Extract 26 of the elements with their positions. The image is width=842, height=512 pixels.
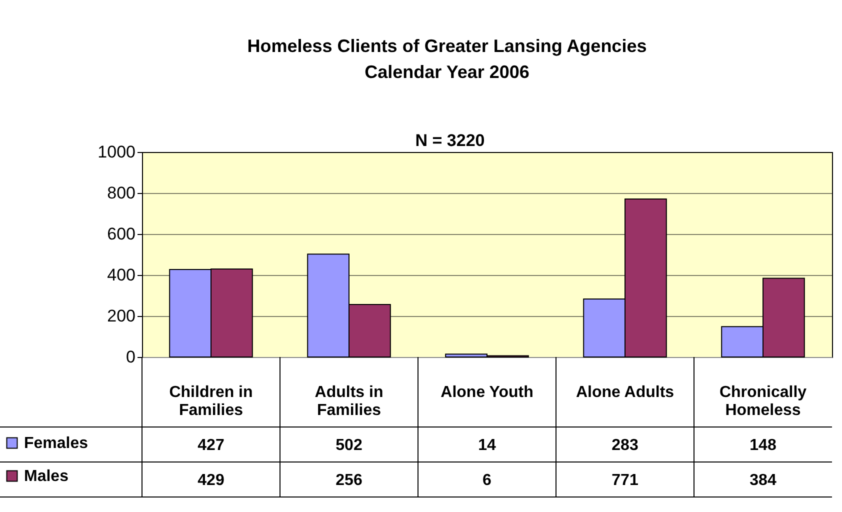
x-tick-label: Adults in Families <box>314 384 384 419</box>
data-label: 429 <box>198 472 224 489</box>
chart-title: Homeless Clients of Greater Lansing Agencies <box>247 36 647 56</box>
data-label: 14 <box>478 437 496 454</box>
y-tick-label: 200 <box>107 306 136 326</box>
x-tick-label: Chronically Homeless <box>719 384 807 419</box>
x-tick-label: Alone Adults <box>576 384 674 401</box>
x-tick-label: Alone Youth <box>440 384 534 401</box>
y-tick-label: 800 <box>107 184 136 202</box>
x-tick-label: Children in Families <box>169 384 253 419</box>
data-label: 148 <box>750 437 776 454</box>
legend-label: Females <box>24 435 88 452</box>
data-label: 283 <box>612 437 638 454</box>
y-tick-label: 1000 <box>98 142 136 162</box>
chart-subtitle: Calendar Year 2006 <box>364 62 530 82</box>
data-label: 427 <box>198 437 224 454</box>
y-tick-label: 0 <box>126 348 136 366</box>
data-label: 384 <box>750 472 776 489</box>
y-tick-label: 600 <box>107 224 136 244</box>
text: N = 3220 <box>415 131 485 150</box>
legend-label: Males <box>24 468 69 485</box>
data-label: 771 <box>612 472 638 489</box>
data-label: 502 <box>336 437 362 454</box>
data-label: 256 <box>336 472 362 489</box>
data-label: 6 <box>482 472 492 489</box>
y-tick-label: 400 <box>107 266 136 284</box>
